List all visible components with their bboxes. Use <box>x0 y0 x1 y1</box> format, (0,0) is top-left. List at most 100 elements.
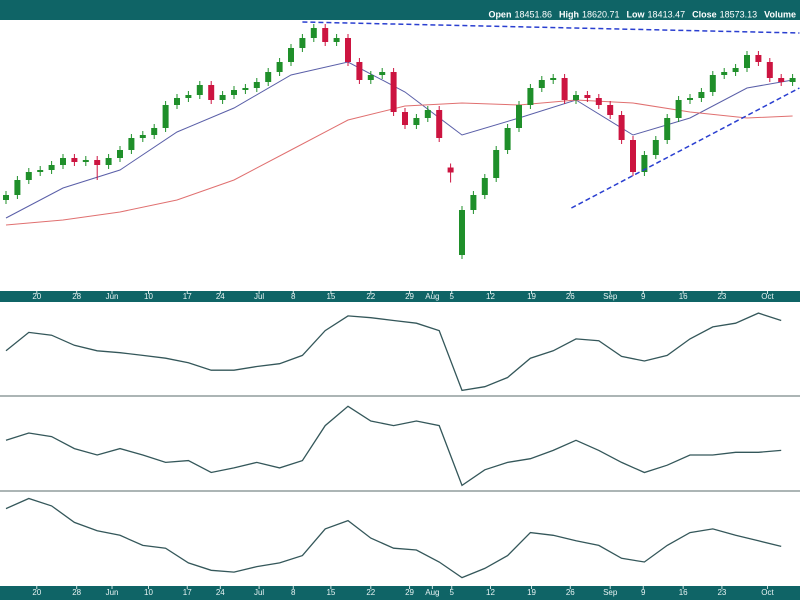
x-tick-label: 9 <box>641 588 646 597</box>
header-bar <box>0 0 800 20</box>
candle-body <box>550 78 557 80</box>
candle-body <box>687 98 693 100</box>
candle-body <box>219 95 226 100</box>
candle-body <box>447 167 454 173</box>
x-tick-label: 10 <box>144 588 153 597</box>
candle-body <box>778 78 785 82</box>
header-value: 18451.86 <box>514 9 552 19</box>
candle-body <box>413 118 420 125</box>
trendline <box>571 87 800 209</box>
x-tick-label: 19 <box>527 292 536 301</box>
candle-body <box>242 88 249 90</box>
candle-body <box>709 75 716 92</box>
x-tick-label: 5 <box>450 588 455 597</box>
header-label: Low <box>627 9 646 19</box>
header-value: 18620.71 <box>582 9 620 19</box>
indicator-line <box>5 497 782 579</box>
candle-body <box>3 195 9 200</box>
candle-body <box>288 48 294 62</box>
x-tick-label: Aug <box>425 292 439 301</box>
candle-body <box>595 98 602 105</box>
candle-body <box>641 155 648 172</box>
header-value: 18413.47 <box>648 9 686 19</box>
x-tick-label: Oct <box>761 588 774 597</box>
candle-body <box>459 210 465 255</box>
x-tick-label: 29 <box>405 292 414 301</box>
x-tick-label: 8 <box>291 292 296 301</box>
x-tick-label: 15 <box>326 588 335 597</box>
candle-body <box>766 62 773 78</box>
x-tick-label: 22 <box>366 292 375 301</box>
candle-body <box>755 55 762 62</box>
candle-body <box>14 180 21 195</box>
candle-body <box>561 78 568 100</box>
indicator-line <box>5 405 782 487</box>
candle-body <box>721 72 728 75</box>
candle-body <box>345 38 351 62</box>
candle-body <box>71 158 78 162</box>
indicator-line <box>5 312 782 392</box>
candle-body <box>470 195 477 210</box>
x-tick-label: 16 <box>679 292 688 301</box>
candle-body <box>402 112 408 125</box>
x-tick-label: 20 <box>32 588 41 597</box>
candle-body <box>310 28 317 38</box>
candle-body <box>253 82 260 88</box>
candle-body <box>265 72 272 82</box>
moving-average <box>5 61 793 219</box>
date-axis-band <box>0 586 800 600</box>
candle-body <box>390 72 397 112</box>
x-tick-label: 10 <box>144 292 153 301</box>
x-tick-label: Sep <box>603 588 618 597</box>
x-tick-label: 24 <box>216 588 225 597</box>
x-tick-label: 23 <box>717 588 726 597</box>
x-tick-label: 17 <box>183 588 192 597</box>
x-tick-label: 19 <box>527 588 536 597</box>
x-tick-label: Jul <box>254 588 264 597</box>
x-tick-label: 22 <box>366 588 375 597</box>
candle-body <box>538 80 545 88</box>
candle-body <box>652 140 659 155</box>
candle-body <box>196 85 203 95</box>
x-tick-label: 28 <box>72 292 81 301</box>
candle-body <box>105 158 112 165</box>
candle-body <box>333 38 340 42</box>
x-tick-label: 20 <box>32 292 41 301</box>
candle-body <box>322 28 329 42</box>
x-tick-label: 17 <box>183 292 192 301</box>
x-tick-label: 26 <box>566 588 575 597</box>
header-label: Close <box>692 9 717 19</box>
candle-body <box>367 75 374 80</box>
x-tick-label: Oct <box>761 292 774 301</box>
header-label: Volume <box>764 9 796 19</box>
candle-body <box>630 140 636 172</box>
candle-body <box>618 115 625 140</box>
candle-body <box>573 95 579 100</box>
candle-body <box>675 100 682 118</box>
candle-body <box>162 105 169 128</box>
x-tick-label: Sep <box>603 292 618 301</box>
date-axis-band <box>0 291 800 302</box>
x-tick-label: Jun <box>106 292 119 301</box>
candle-body <box>185 95 192 98</box>
candle-body <box>128 138 135 150</box>
candle-body <box>48 165 55 170</box>
candle-body <box>379 72 386 75</box>
moving-average <box>5 99 793 226</box>
x-tick-label: 16 <box>679 588 688 597</box>
x-tick-label: 9 <box>641 292 646 301</box>
candle-body <box>493 150 500 178</box>
candle-body <box>37 170 44 172</box>
x-tick-label: Jun <box>106 588 119 597</box>
x-tick-label: Aug <box>425 588 439 597</box>
candle-body <box>481 178 488 195</box>
candle-body <box>25 172 32 180</box>
x-tick-label: 15 <box>326 292 335 301</box>
x-tick-label: 24 <box>216 292 225 301</box>
x-tick-label: 12 <box>486 292 495 301</box>
candle-body <box>744 55 750 68</box>
candle-body <box>789 78 796 82</box>
candle-body <box>60 158 66 165</box>
